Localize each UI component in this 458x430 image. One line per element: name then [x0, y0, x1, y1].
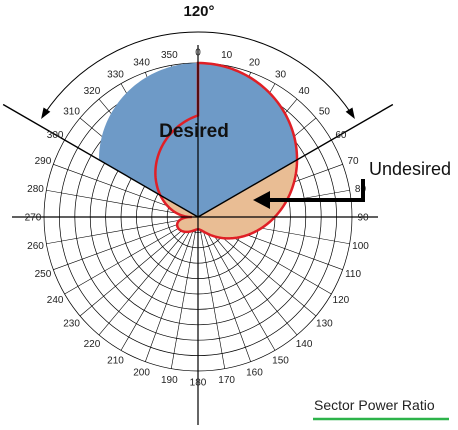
undesired-pointer-arrow — [268, 179, 365, 202]
angle-label: 140 — [296, 339, 313, 350]
span-angle-label: 120° — [183, 3, 214, 20]
angle-label: 30 — [275, 70, 287, 81]
span-arrowhead-right — [345, 107, 355, 119]
grid-spoke — [98, 216, 199, 336]
angle-label: 110 — [345, 269, 361, 280]
span-arc-arrow — [44, 31, 352, 114]
undesired-pointer-arrowhead — [253, 191, 270, 209]
angle-label: 320 — [84, 86, 101, 97]
angle-label: 260 — [27, 241, 44, 252]
angle-label: 330 — [107, 70, 124, 81]
angle-label: 80 — [355, 184, 367, 195]
grid-spoke — [79, 216, 199, 317]
undesired-label: Undesired — [369, 159, 451, 179]
grid-spoke — [197, 216, 276, 351]
angle-label: 190 — [161, 375, 178, 386]
grid-spoke — [120, 216, 199, 351]
angle-label: 60 — [335, 130, 347, 141]
angle-label: 0 — [195, 48, 201, 59]
grid-spoke — [197, 216, 251, 362]
sector-boundary-line — [2, 103, 199, 218]
grid-spoke — [145, 216, 199, 362]
angle-label: 130 — [316, 319, 333, 330]
angle-label: 70 — [347, 156, 359, 167]
grid-spoke — [53, 216, 199, 270]
caption-text: Sector Power Ratio — [314, 397, 435, 413]
grid-spoke — [197, 216, 226, 369]
angle-label: 300 — [47, 130, 64, 141]
angle-label: 20 — [249, 57, 261, 68]
angle-label: 200 — [133, 368, 150, 379]
angle-label: 160 — [246, 368, 263, 379]
grid-spoke — [46, 216, 199, 245]
polar-axes — [12, 45, 378, 425]
angle-label: 220 — [84, 339, 101, 350]
angle-label: 10 — [221, 50, 233, 61]
angle-label: 120 — [333, 295, 350, 306]
span-arrowhead-left — [41, 107, 51, 119]
angle-label: 350 — [161, 50, 178, 61]
sector-boundary-line — [197, 103, 394, 218]
angle-label: 150 — [272, 355, 289, 366]
angle-label: 50 — [319, 106, 331, 117]
grid-spoke — [170, 216, 199, 369]
angle-label: 250 — [35, 269, 52, 280]
angle-label: 40 — [298, 86, 310, 97]
grid-spoke — [64, 216, 199, 295]
angle-label: 180 — [190, 378, 207, 389]
angle-label: 230 — [63, 319, 80, 330]
angle-label: 270 — [25, 213, 42, 224]
angle-label: 170 — [218, 375, 235, 386]
angle-label: 90 — [357, 213, 369, 224]
angle-label: 280 — [27, 184, 44, 195]
angle-label: 210 — [107, 355, 124, 366]
angle-label: 100 — [352, 241, 369, 252]
angle-label: 240 — [47, 295, 64, 306]
sector-boundary-lines — [2, 103, 394, 218]
angle-label: 290 — [35, 156, 52, 167]
desired-label: Desired — [159, 121, 229, 142]
angle-label: 310 — [63, 106, 80, 117]
angle-label: 340 — [133, 57, 150, 68]
grid-spoke — [46, 189, 199, 218]
